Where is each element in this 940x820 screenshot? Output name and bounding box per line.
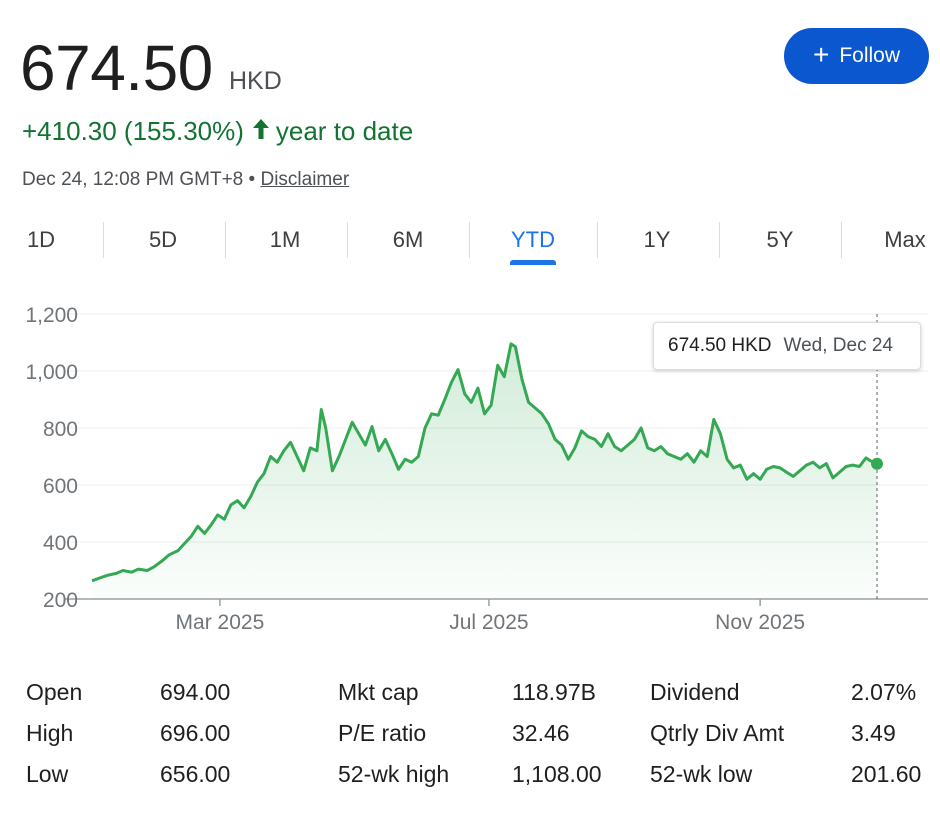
x-tick-label: Nov 2025 — [715, 611, 805, 634]
tab-divider — [597, 222, 598, 258]
tooltip-date: Wed, Dec 24 — [783, 335, 893, 356]
disclaimer-link[interactable]: Disclaimer — [260, 169, 350, 190]
tab-1m[interactable]: 1M — [269, 227, 301, 252]
stat-value-high: 696.00 — [160, 720, 231, 746]
stat-label-high: High — [26, 720, 74, 746]
stat-value-pe-ratio: 32.46 — [512, 720, 570, 746]
range-tabs: 1D 5D 1M 6M YTD 1Y 5Y Max — [0, 218, 940, 268]
tab-1y[interactable]: 1Y — [643, 227, 671, 252]
chart-tooltip: 674.50 HKD Wed, Dec 24 — [653, 322, 921, 370]
tab-divider — [841, 222, 842, 258]
tab-divider — [719, 222, 720, 258]
stat-label-qtrly-div: Qtrly Div Amt — [650, 720, 785, 746]
currency-code: HKD — [229, 67, 282, 95]
stat-label-open: Open — [26, 679, 83, 705]
stat-label-52wk-low: 52-wk low — [650, 761, 753, 787]
y-tick-label: 800 — [43, 418, 78, 441]
tab-divider — [469, 222, 470, 258]
price-area — [92, 343, 877, 599]
tab-max[interactable]: Max — [884, 227, 926, 252]
tab-5d[interactable]: 5D — [148, 227, 178, 252]
tab-selected-indicator — [510, 260, 556, 265]
y-tick-label: 200 — [43, 589, 78, 612]
stat-value-dividend: 2.07% — [851, 679, 917, 705]
current-price-dot — [871, 457, 883, 470]
y-tick-label: 1,000 — [25, 361, 78, 384]
follow-label: Follow — [839, 44, 901, 67]
timestamp: Dec 24, 12:08 PM GMT+8 — [22, 169, 244, 190]
x-tick-label: Mar 2025 — [176, 611, 265, 634]
stat-label-pe-ratio: P/E ratio — [338, 720, 427, 746]
y-tick-label: 400 — [43, 532, 78, 555]
tab-ytd[interactable]: YTD — [511, 227, 555, 252]
stat-value-mkt-cap: 118.97B — [512, 679, 596, 705]
stat-value-52wk-low: 201.60 — [851, 761, 922, 787]
y-tick-label: 1,200 — [25, 304, 78, 327]
change-period: year to date — [275, 116, 414, 146]
y-tick-label: 600 — [43, 475, 78, 498]
stat-label-mkt-cap: Mkt cap — [338, 679, 419, 705]
stat-value-qtrly-div: 3.49 — [851, 720, 896, 746]
stat-value-open: 694.00 — [160, 679, 231, 705]
arrow-up-icon — [252, 116, 270, 147]
tab-divider — [103, 222, 104, 258]
stock-price: 674.50 — [20, 32, 213, 104]
plus-icon: + — [812, 38, 830, 70]
stat-label-52wk-high: 52-wk high — [338, 761, 450, 787]
tab-6m[interactable]: 6M — [392, 227, 424, 252]
quote-meta: Dec 24, 12:08 PM GMT+8 • Disclaimer — [22, 169, 349, 191]
stat-label-dividend: Dividend — [650, 679, 740, 705]
stat-value-52wk-high: 1,108.00 — [512, 761, 602, 787]
price-change: +410.30 (155.30%) year to date — [22, 116, 413, 147]
follow-button[interactable]: + Follow — [784, 28, 929, 84]
tab-1d[interactable]: 1D — [26, 227, 56, 252]
change-value: +410.30 (155.30%) — [22, 116, 244, 146]
meta-separator: • — [248, 169, 256, 190]
stat-label-low: Low — [26, 761, 69, 787]
tab-5y[interactable]: 5Y — [766, 227, 794, 252]
tooltip-price: 674.50 HKD — [668, 335, 772, 356]
stat-value-low: 656.00 — [160, 761, 231, 787]
x-tick-label: Jul 2025 — [449, 611, 528, 634]
tab-divider — [347, 222, 348, 258]
price-line — [91, 342, 878, 583]
tab-divider — [225, 222, 226, 258]
price-chart[interactable]: 200 400 600 800 1,000 1,200 Mar 2025 Jul 2025 N… — [0, 290, 940, 640]
